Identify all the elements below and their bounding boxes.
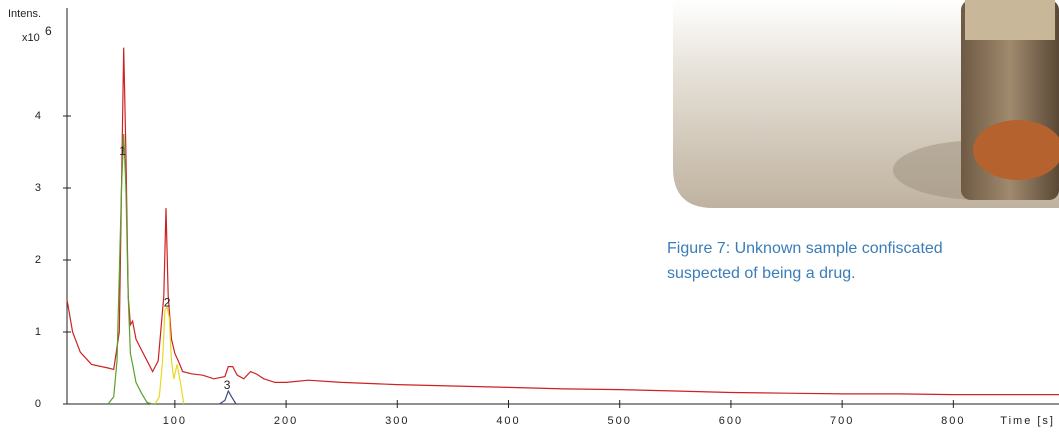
caption-line: suspected of being a drug. xyxy=(667,265,856,282)
x-tick-label: 700 xyxy=(830,415,854,427)
x-axis-label: Time [s] xyxy=(1000,415,1055,427)
y-tick-label: 2 xyxy=(35,254,41,266)
x-tick-label: 800 xyxy=(941,415,965,427)
caption-line: Figure 7: Unknown sample confiscated xyxy=(667,240,943,257)
x-tick-label: 200 xyxy=(274,415,298,427)
y-axis-label: Intens. xyxy=(8,8,41,20)
x-tick-label: 400 xyxy=(496,415,520,427)
x-tick-label: 100 xyxy=(163,415,187,427)
line-series xyxy=(66,47,1059,396)
line-series xyxy=(219,389,237,405)
peak-label: 2 xyxy=(164,295,171,309)
line-series xyxy=(154,305,185,405)
y-tick-label: 1 xyxy=(35,326,41,338)
x-tick-label: 600 xyxy=(719,415,743,427)
peak-label: 1 xyxy=(119,144,126,158)
y-tick-label: 4 xyxy=(35,110,41,122)
x-tick-label: 300 xyxy=(385,415,409,427)
peak-label: 3 xyxy=(224,378,231,392)
y-axis-scale-exponent: 6 xyxy=(45,24,52,38)
y-tick-label: 3 xyxy=(35,182,41,194)
y-tick-label: 0 xyxy=(35,398,41,410)
y-axis-scale: x10 xyxy=(22,32,40,44)
line-series xyxy=(107,133,153,405)
photo xyxy=(673,0,1059,208)
x-tick-label: 500 xyxy=(608,415,632,427)
caption: Figure 7: Unknown sample confiscated sus… xyxy=(667,236,943,286)
